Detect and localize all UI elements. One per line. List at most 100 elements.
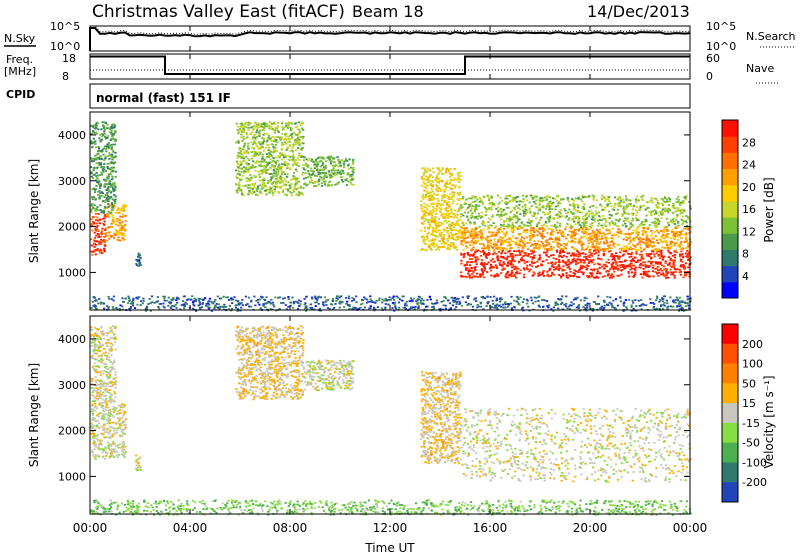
data-cell <box>289 126 292 129</box>
data-cell <box>245 132 248 135</box>
data-cell <box>112 170 115 173</box>
data-cell <box>447 197 450 200</box>
data-cell <box>628 265 631 267</box>
data-cell <box>262 122 265 124</box>
data-cell <box>290 122 294 125</box>
data-cell <box>121 226 124 229</box>
data-cell <box>592 269 595 272</box>
data-cell <box>631 219 634 222</box>
data-cell <box>531 261 534 264</box>
data-cell <box>448 227 451 230</box>
data-cell <box>678 271 681 274</box>
data-cell <box>446 246 450 249</box>
data-cell <box>571 204 574 206</box>
data-cell <box>341 171 344 174</box>
data-cell <box>255 131 258 134</box>
data-cell <box>272 156 275 159</box>
data-cell <box>609 255 612 258</box>
data-cell <box>605 261 608 264</box>
data-cell <box>540 263 543 266</box>
data-cell <box>119 227 122 230</box>
data-cell <box>575 270 578 273</box>
data-cell <box>117 224 120 227</box>
data-cell <box>640 195 643 198</box>
data-cell <box>467 198 470 200</box>
data-cell <box>254 304 257 307</box>
data-cell <box>588 251 591 253</box>
data-cell <box>297 133 300 136</box>
data-cell <box>460 240 463 242</box>
data-cell <box>602 252 605 255</box>
data-cell <box>283 156 286 159</box>
data-cell <box>577 210 580 212</box>
data-cell <box>279 137 282 140</box>
data-cell <box>672 263 675 265</box>
data-cell <box>508 243 511 246</box>
data-cell <box>641 199 644 202</box>
data-cell <box>534 203 537 205</box>
data-cell <box>237 132 240 135</box>
data-cell <box>276 168 279 171</box>
data-cell <box>457 192 460 195</box>
data-cell <box>433 197 436 200</box>
data-cell <box>436 167 439 170</box>
data-cell <box>91 221 94 224</box>
data-cell <box>463 203 466 205</box>
data-cell <box>683 241 687 243</box>
data-cell <box>474 229 477 232</box>
data-cell <box>422 174 425 177</box>
data-cell <box>271 159 274 162</box>
data-cell <box>496 275 499 277</box>
data-cell <box>323 167 326 170</box>
data-cell <box>281 191 284 193</box>
data-cell <box>473 256 477 259</box>
data-cell <box>614 222 617 225</box>
data-cell <box>679 271 682 273</box>
data-cell <box>289 191 292 193</box>
data-cell <box>91 145 94 148</box>
data-cell <box>98 209 101 211</box>
data-cell <box>640 258 643 261</box>
data-cell <box>503 225 506 227</box>
data-cell <box>256 190 259 192</box>
data-cell <box>458 218 461 221</box>
data-cell <box>95 226 98 229</box>
data-cell <box>587 255 590 257</box>
data-cell <box>547 242 551 245</box>
data-cell <box>572 232 575 235</box>
data-cell <box>491 201 494 204</box>
data-cell <box>121 220 124 223</box>
data-cell <box>552 202 555 204</box>
data-cell <box>294 141 297 143</box>
data-cell <box>685 237 688 240</box>
data-cell <box>546 239 549 242</box>
data-cell <box>263 159 266 161</box>
data-cell <box>490 235 493 237</box>
data-cell <box>601 208 604 211</box>
data-cell <box>287 188 290 191</box>
data-cell <box>596 272 599 275</box>
data-cell <box>636 233 639 236</box>
data-cell <box>482 195 485 198</box>
data-cell <box>96 174 99 177</box>
data-cell <box>124 229 127 231</box>
data-cell <box>290 133 293 135</box>
freq-tick-top: 18 <box>62 52 76 65</box>
data-cell <box>92 130 95 132</box>
data-cell <box>324 164 327 167</box>
data-cell <box>92 169 95 171</box>
data-cell <box>607 217 610 219</box>
data-cell <box>539 274 542 276</box>
data-cell <box>487 194 490 197</box>
data-cell <box>249 179 252 182</box>
data-cell <box>443 234 446 236</box>
data-cell <box>291 136 294 139</box>
data-cell <box>476 215 479 218</box>
data-cell <box>680 248 683 251</box>
data-cell <box>257 170 260 173</box>
data-cell <box>100 233 103 236</box>
data-cell <box>432 192 436 195</box>
data-cell <box>99 174 102 176</box>
data-cell <box>681 208 684 211</box>
data-cell <box>589 253 592 256</box>
